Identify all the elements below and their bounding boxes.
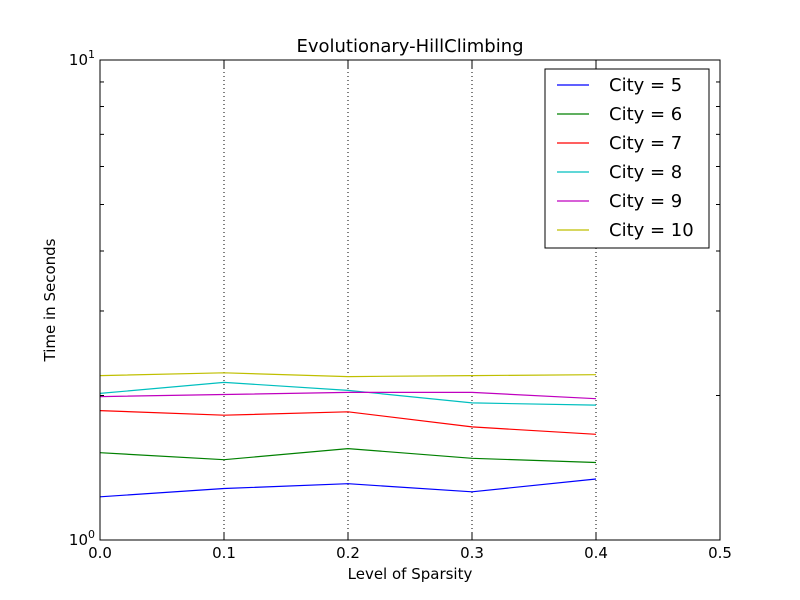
y-tick-label: 101: [69, 48, 95, 69]
series-line: [99, 478, 597, 498]
x-axis-label: Level of Sparsity: [348, 565, 473, 583]
legend-label: City = 6: [609, 104, 682, 125]
series-line: [99, 372, 597, 378]
legend-label: City = 7: [609, 133, 682, 154]
y-axis-label: Time in Seconds: [41, 238, 59, 362]
y-tick-label: 100: [69, 528, 95, 549]
legend-label: City = 10: [609, 220, 694, 241]
plot-frame: [99, 59, 721, 541]
axis-ticks: 0.0 0.1 0.2 0.3 0.4 0.5 100 101: [69, 48, 732, 562]
x-tick-label: 0.5: [708, 544, 732, 562]
legend-label: City = 9: [609, 191, 682, 212]
legend-box: [544, 68, 710, 249]
legend-label: City = 5: [609, 75, 682, 96]
legend-label: City = 8: [609, 162, 682, 183]
legend: City = 5 City = 6 City = 7 City = 8 City = 9…: [544, 68, 710, 249]
chart-title: Evolutionary-HillClimbing: [296, 36, 523, 57]
x-tick-label: 0.3: [460, 544, 484, 562]
series-line: [99, 447, 597, 464]
series-lines: [99, 372, 597, 498]
x-tick-label: 0.4: [584, 544, 608, 562]
series-line: [99, 381, 597, 406]
x-tick-label: 0.0: [88, 544, 112, 562]
x-tick-label: 0.1: [212, 544, 236, 562]
series-line: [99, 410, 597, 435]
series-line: [99, 391, 597, 400]
x-tick-label: 0.2: [336, 544, 360, 562]
